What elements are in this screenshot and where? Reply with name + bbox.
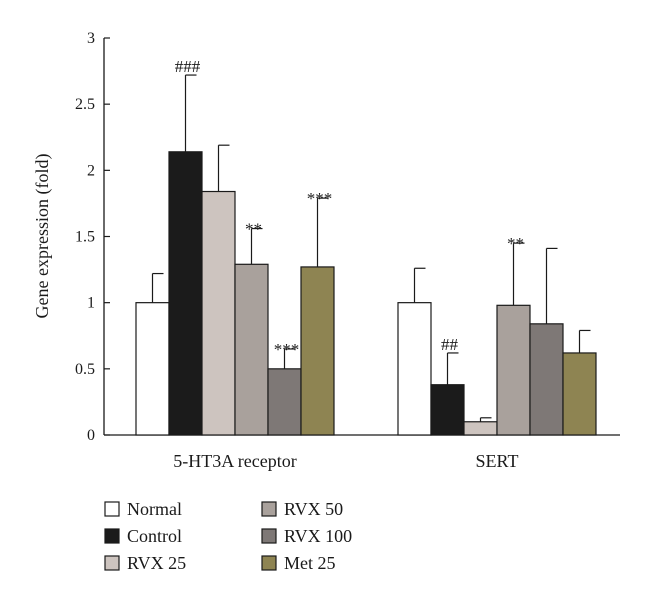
- bar: [267, 368, 302, 436]
- bar: [397, 302, 432, 436]
- labels: ###********5-HT3A receptor##**SERT: [173, 57, 524, 471]
- legend-label: RVX 50: [284, 499, 343, 519]
- legend-label: RVX 25: [127, 553, 186, 573]
- significance-label: **: [245, 220, 262, 239]
- y-tick-label: 1: [87, 295, 95, 312]
- legend-label: Control: [127, 526, 182, 546]
- bar: [529, 323, 564, 436]
- bar: [430, 384, 465, 436]
- bar: [300, 266, 335, 436]
- x-category-label: SERT: [476, 451, 519, 471]
- bar: [463, 421, 498, 436]
- y-tick-label: 2.5: [75, 96, 95, 113]
- bar: [201, 190, 236, 436]
- legend-label: RVX 100: [284, 526, 352, 546]
- bar: [234, 263, 269, 436]
- bar: [562, 352, 597, 436]
- legend-swatch: [261, 501, 277, 517]
- legend-swatch: [104, 555, 120, 571]
- significance-label: **: [507, 234, 524, 253]
- legend-label: Met 25: [284, 553, 336, 573]
- legend-swatch: [104, 528, 120, 544]
- legend-swatch: [104, 501, 120, 517]
- legend: Normal RVX 50 Control RVX 100 RVX 25 Met 25: [104, 499, 352, 573]
- significance-label: ##: [441, 335, 459, 354]
- x-category-label: 5-HT3A receptor: [173, 451, 296, 471]
- y-tick-label: 1.5: [75, 229, 95, 246]
- bar: [135, 302, 170, 436]
- y-tick-label: 0: [87, 427, 95, 444]
- legend-swatch: [261, 555, 277, 571]
- y-tick-label: 3: [87, 30, 95, 47]
- y-axis-label: Gene expression (fold): [32, 154, 53, 319]
- significance-label: ***: [307, 189, 333, 208]
- y-tick-label: 2: [87, 162, 95, 179]
- bar: [168, 151, 203, 436]
- legend-swatch: [261, 528, 277, 544]
- bars: [135, 74, 597, 436]
- bar: [496, 304, 531, 436]
- significance-label: ***: [274, 340, 300, 359]
- y-tick-label: 0.5: [75, 361, 95, 378]
- significance-label: ###: [175, 57, 201, 76]
- legend-label: Normal: [127, 499, 182, 519]
